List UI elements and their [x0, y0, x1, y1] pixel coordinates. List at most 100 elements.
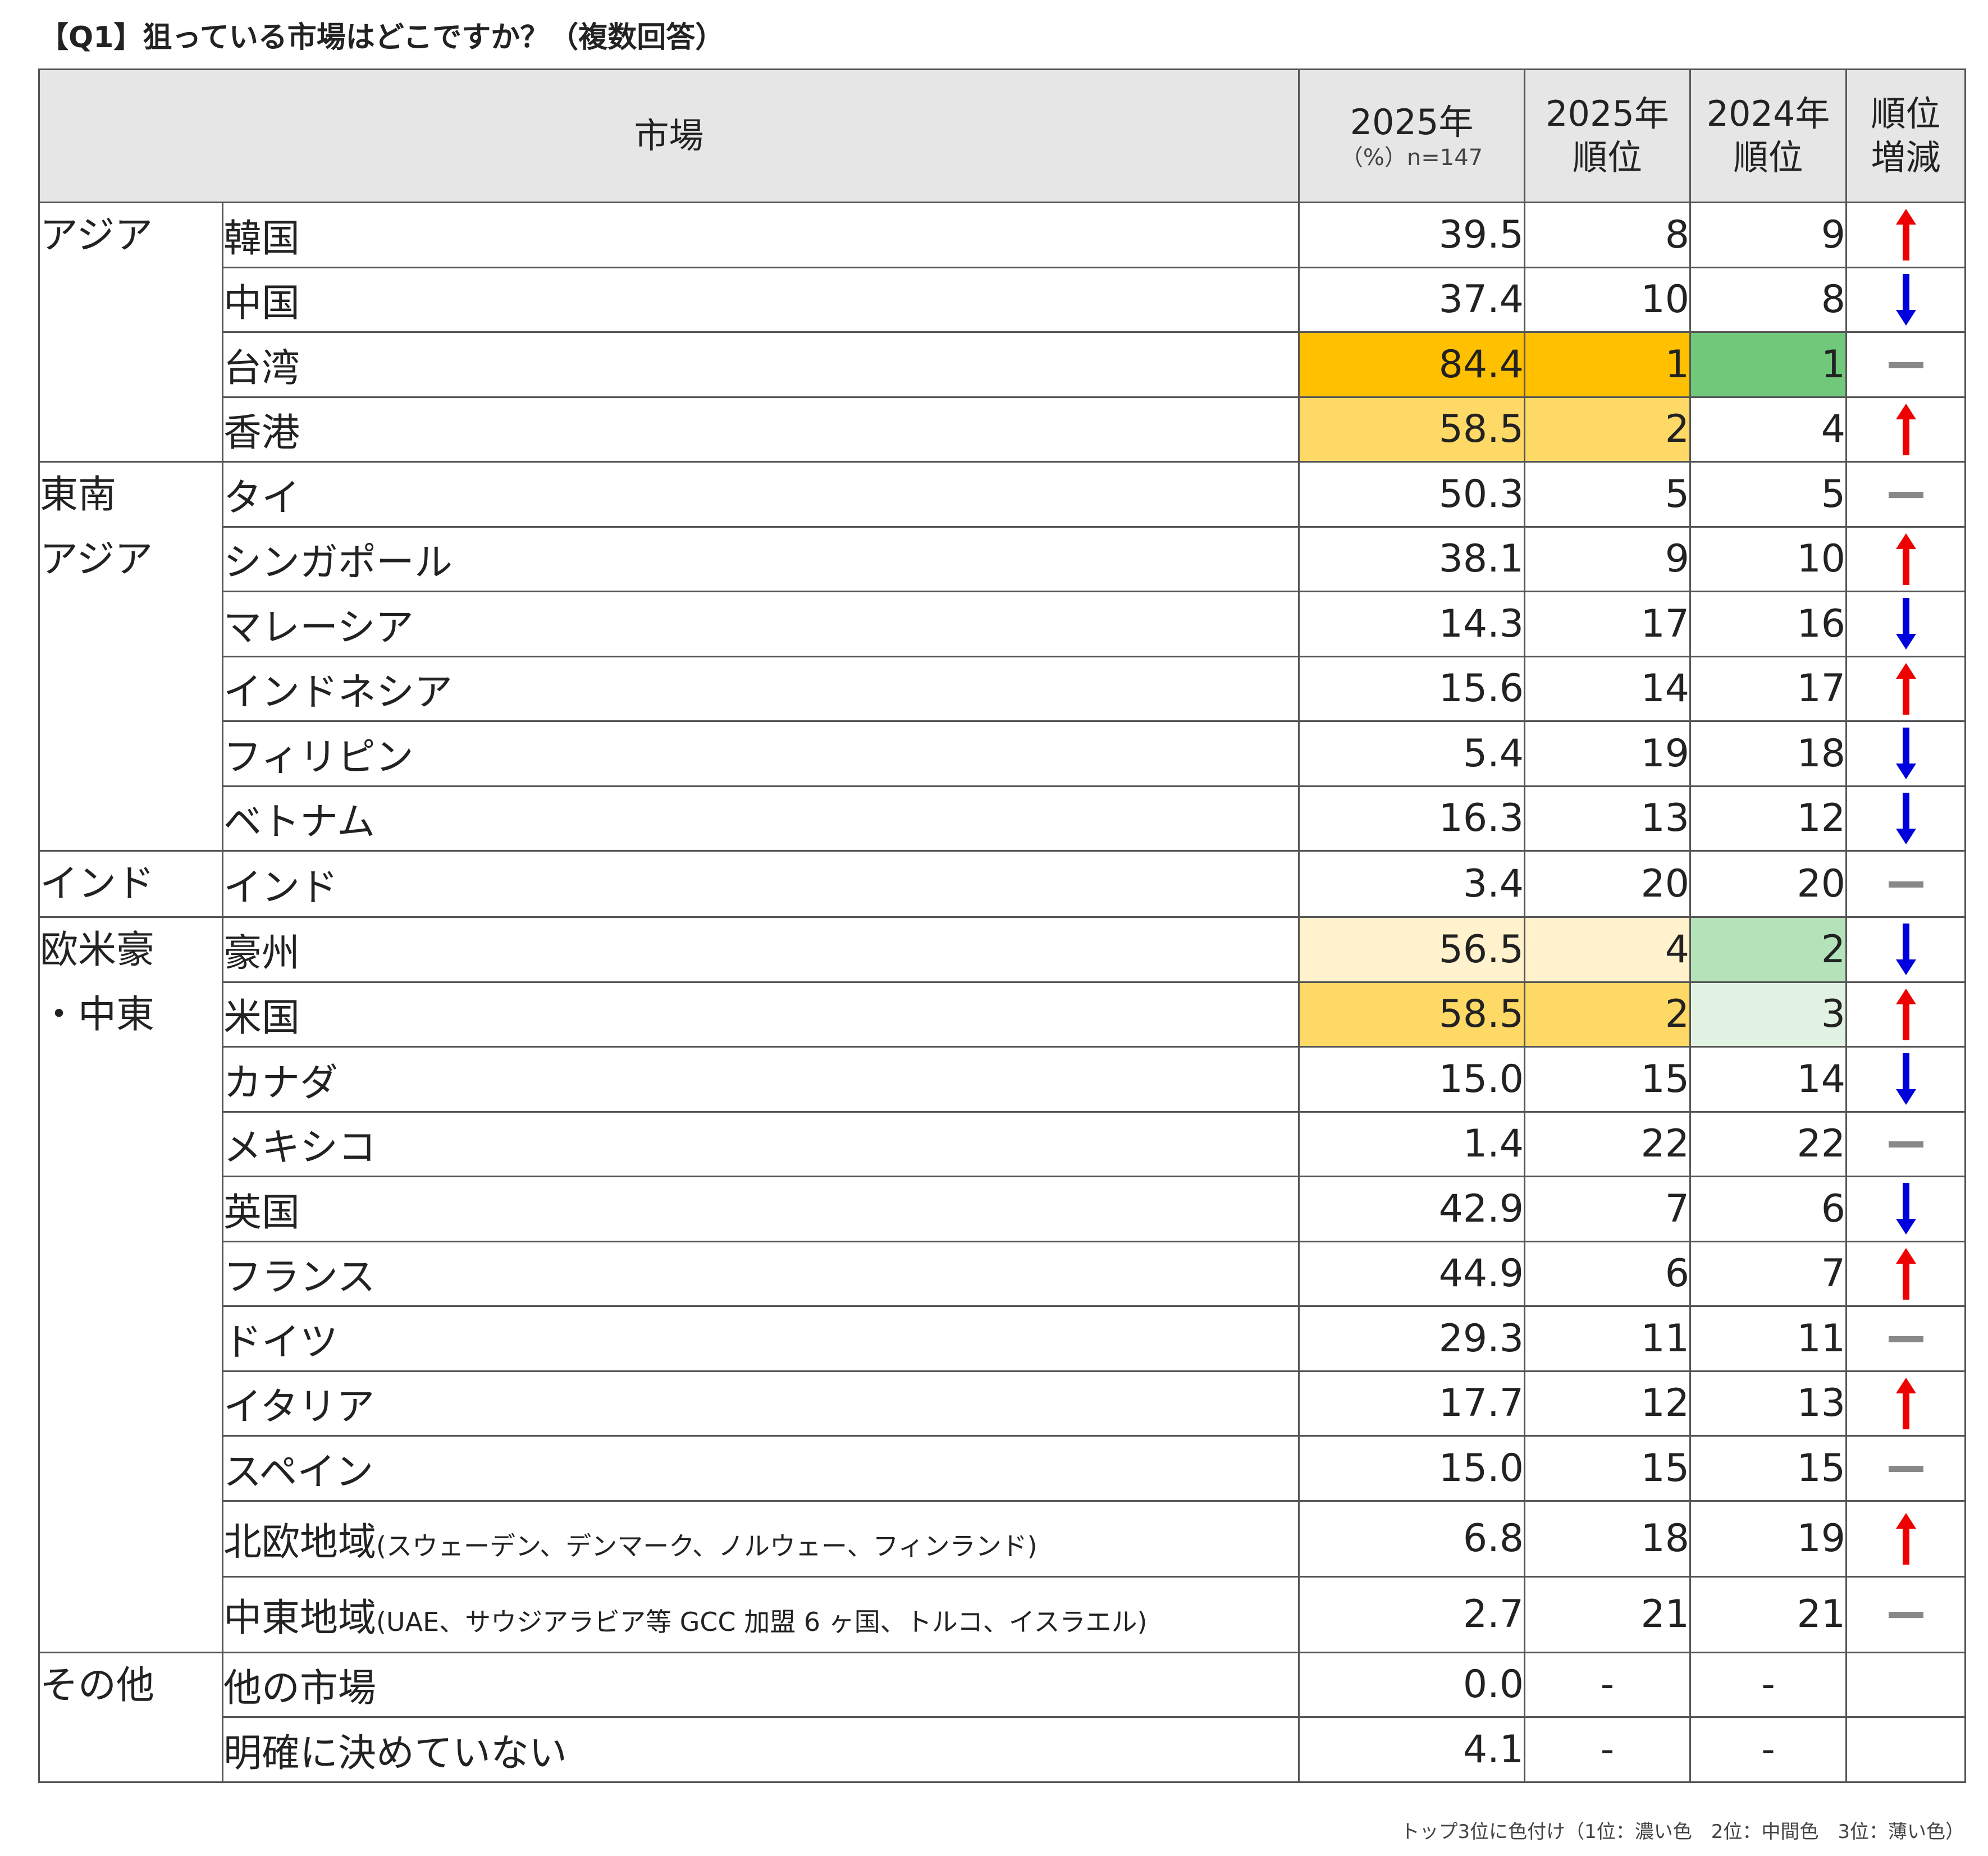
market-name-cell: 豪州 [221, 916, 1300, 983]
market-name: イタリア [223, 1385, 375, 1430]
rank-change-cell [1845, 1435, 1967, 1502]
arrow-up-shape [1895, 209, 1916, 261]
rank-2024-cell: - [1689, 1651, 1848, 1718]
rank-change-cell [1845, 1716, 1967, 1783]
market-name: シンガポール [223, 541, 453, 586]
rank-2025-cell: 11 [1524, 1305, 1692, 1372]
rank-2024-cell: 15 [1689, 1435, 1848, 1502]
region-cell: その他 [38, 1651, 223, 1783]
pct-2025-cell: 44.9 [1298, 1240, 1526, 1307]
pct-2025-cell: 37.4 [1298, 266, 1526, 333]
arrow-up-shape [1895, 533, 1916, 585]
arrow-down-shape [1895, 1183, 1916, 1235]
header-rank-change: 順位 増減 [1845, 68, 1967, 203]
rank-2025-cell: 12 [1524, 1370, 1692, 1437]
rank-change-cell [1845, 396, 1967, 463]
pct-2025-cell: 50.3 [1298, 461, 1526, 528]
market-name: ベトナム [223, 800, 375, 845]
table-row: 東南 アジア タイ 50.3 5 5 [38, 461, 1967, 852]
rank-2025-cell: 2 [1524, 981, 1692, 1048]
rank-change-cell [1845, 655, 1967, 722]
rank-2024-cell: 2 [1689, 916, 1848, 983]
rank-2024-cell: 1 [1689, 331, 1848, 398]
arrow-up-icon [1895, 1247, 1916, 1300]
market-name: 香港 [223, 411, 300, 456]
no-change-dash-icon [1888, 1611, 1923, 1618]
region-label: その他 [40, 1663, 155, 1708]
arrow-up-shape [1895, 662, 1916, 715]
no-change-dash-shape [1888, 881, 1923, 888]
rank-2024-cell: 12 [1689, 785, 1848, 852]
table-row: マレーシア 14.3 17 16 [39, 591, 1967, 657]
no-change-dash-shape [1888, 1465, 1923, 1472]
rank-2024-cell: 16 [1689, 591, 1848, 657]
header-rank-2025: 2025年 順位 [1524, 68, 1692, 203]
pct-2025-cell: 39.5 [1298, 202, 1526, 268]
arrow-up-icon [1895, 662, 1916, 715]
table-row: その他 他の市場 0.0- - [38, 1651, 1967, 1783]
no-change-dash-icon [1888, 881, 1923, 888]
arrow-down-shape [1895, 598, 1916, 650]
pct-2025-cell: 84.4 [1298, 331, 1526, 398]
arrow-up-icon [1895, 209, 1916, 261]
market-name: 明確に決めていない [223, 1731, 568, 1776]
rank-2024-cell: 5 [1689, 461, 1848, 528]
rank-change-cell [1845, 785, 1967, 852]
arrow-up-shape [1895, 1512, 1916, 1565]
table-row: スペイン 15.0 15 15 [39, 1435, 1967, 1502]
rank-change-cell [1845, 266, 1967, 333]
table-row: インド インド 3.4 20 20 [38, 850, 1967, 918]
market-name: メキシコ [223, 1126, 377, 1171]
no-change-dash-icon [1888, 1336, 1923, 1342]
table-row: シンガポール 38.1 9 10 [39, 525, 1967, 592]
rank-2025-cell: 1 [1524, 331, 1692, 398]
pct-2025-cell: 38.1 [1298, 525, 1526, 592]
rank-2025-cell: 17 [1524, 591, 1692, 657]
rank-change-cell [1845, 461, 1967, 528]
rank-2024-cell: 17 [1689, 655, 1848, 722]
market-name: 他の市場 [223, 1666, 377, 1711]
rank-2025-cell: 5 [1524, 461, 1692, 528]
pct-2025-cell: 5.4 [1298, 720, 1526, 787]
market-name: 韓国 [223, 216, 300, 261]
region-cell: アジア [38, 202, 223, 463]
market-name-cell: フィリピン [221, 720, 1300, 787]
rank-2025-cell: 15 [1524, 1046, 1692, 1113]
pct-2025-cell: 14.3 [1298, 591, 1526, 657]
market-name-cell: カナダ [221, 1046, 1300, 1113]
rank-change-cell [1845, 1651, 1967, 1718]
no-change-dash-shape [1888, 1336, 1923, 1342]
table-row: 中東地域(UAE、サウジアラビア等 GCC 加盟 6 ヶ国、トルコ、イスラエル)… [39, 1575, 1967, 1653]
market-name-cell: 北欧地域(スウェーデン、デンマーク、ノルウェー、フィンランド) [221, 1500, 1300, 1578]
table-body: アジア 韓国 39.5 8 9 中国 37.4 10 8 台湾 84.4 1 1 香港 58.5 2 4 東南 アジ… [38, 202, 1967, 1783]
pct-2025-cell: 15.0 [1298, 1435, 1526, 1502]
arrow-down-shape [1895, 792, 1916, 844]
market-name-cell: シンガポール [221, 525, 1300, 592]
rank-2025-cell: 20 [1524, 850, 1692, 918]
no-change-dash-icon [1888, 491, 1923, 498]
market-name-cell: ベトナム [221, 785, 1300, 852]
rank-2025-cell: 13 [1524, 785, 1692, 852]
pct-2025-cell: 17.7 [1298, 1370, 1526, 1437]
rank-2025-cell: 7 [1524, 1176, 1692, 1242]
rank-2024-cell: - [1689, 1716, 1848, 1783]
market-name-cell: 香港 [221, 396, 1300, 463]
arrow-down-icon [1895, 1183, 1916, 1235]
pct-2025-cell: 2.7 [1298, 1575, 1526, 1653]
market-name-cell: メキシコ [221, 1110, 1300, 1177]
market-name-cell: 台湾 [221, 331, 1300, 398]
rank-change-cell [1845, 1575, 1967, 1653]
arrow-down-shape [1895, 728, 1916, 780]
market-note: (UAE、サウジアラビア等 GCC 加盟 6 ヶ国、トルコ、イスラエル) [376, 1607, 1148, 1637]
rank-2024-cell: 6 [1689, 1176, 1848, 1242]
header-pct-year: 2025年 [1350, 102, 1474, 143]
arrow-up-shape [1895, 988, 1916, 1040]
rank-change-cell [1845, 1305, 1967, 1372]
arrow-down-icon [1895, 598, 1916, 650]
rank-2024-cell: 20 [1689, 850, 1848, 918]
arrow-down-shape [1895, 1053, 1916, 1105]
arrow-up-icon [1895, 403, 1916, 455]
table-row: ドイツ 29.3 11 11 [39, 1305, 1967, 1372]
rank-change-cell [1845, 850, 1967, 918]
rank-change-cell [1845, 1500, 1967, 1578]
